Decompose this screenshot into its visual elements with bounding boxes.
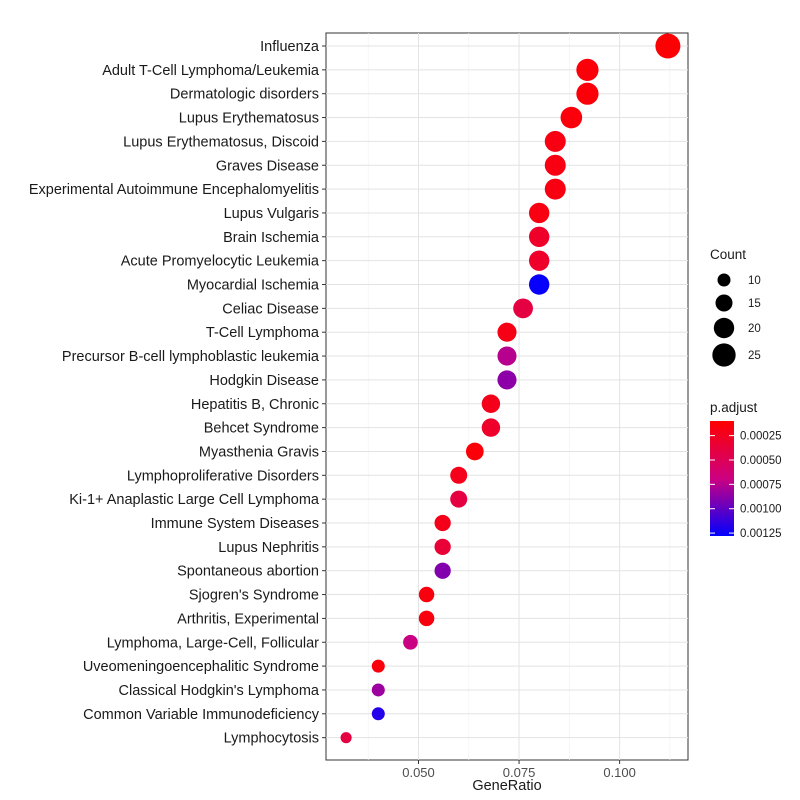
category-label: Lymphocytosis: [224, 731, 319, 747]
data-point: [513, 298, 533, 319]
category-label: Graves Disease: [216, 158, 319, 174]
category-label: Hodgkin Disease: [209, 373, 319, 389]
count-legend-key: [713, 317, 735, 339]
category-label: Myocardial Ischemia: [187, 278, 320, 294]
x-tick-label: 0.050: [402, 765, 435, 780]
data-point: [497, 346, 517, 366]
p-adjust-tick-label: 0.00050: [740, 455, 782, 467]
data-point: [576, 58, 599, 81]
p-adjust-legend-title: p.adjust: [710, 400, 758, 415]
p-adjust-colorbar: [710, 421, 734, 536]
x-tick-label: 0.075: [503, 765, 536, 780]
count-legend-title: Count: [710, 247, 746, 262]
data-point: [450, 466, 468, 484]
category-label: Spontaneous abortion: [177, 564, 319, 580]
p-adjust-tick-label: 0.00075: [740, 479, 782, 491]
count-legend: Count 10 15 20 25: [710, 247, 761, 367]
data-point: [655, 33, 681, 59]
category-label: Precursor B-cell lymphoblastic leukemia: [62, 349, 320, 365]
category-label: Adult T-Cell Lymphoma/Leukemia: [102, 63, 320, 79]
data-point: [544, 154, 566, 176]
data-point: [528, 202, 550, 224]
count-legend-label: 10: [748, 275, 761, 287]
data-point: [560, 106, 583, 129]
data-point: [481, 394, 501, 413]
data-point: [434, 562, 451, 579]
count-legend-key: [715, 294, 733, 312]
data-point: [450, 490, 468, 508]
category-label: Acute Promyelocytic Leukemia: [121, 254, 320, 270]
data-point: [403, 634, 418, 650]
category-label: Hepatitis B, Chronic: [191, 397, 319, 413]
data-point: [576, 82, 599, 105]
p-adjust-legend: p.adjust 0.00025 0.00050 0.00075 0.00100 0.0…: [710, 400, 782, 540]
p-adjust-tick-label: 0.00100: [740, 504, 782, 516]
data-point: [434, 514, 451, 532]
x-axis-title: GeneRatio: [472, 778, 541, 794]
category-label: Sjogren's Syndrome: [189, 588, 319, 604]
data-point: [418, 586, 435, 603]
data-point: [544, 178, 566, 200]
category-label: Behcet Syndrome: [204, 421, 319, 437]
data-point: [544, 130, 566, 152]
category-label: Ki-1+ Anaplastic Large Cell Lymphoma: [69, 492, 320, 508]
count-legend-label: 25: [748, 350, 761, 362]
p-adjust-tick-label: 0.00025: [740, 431, 782, 443]
plot-panel: [325, 32, 689, 761]
data-point: [434, 538, 451, 555]
data-point: [528, 274, 550, 295]
x-axis-ticks: 0.050 0.075 0.100: [402, 760, 636, 780]
category-label: Lupus Nephritis: [218, 540, 319, 556]
category-label: Lymphoma, Large-Cell, Follicular: [107, 635, 319, 651]
count-legend-key: [717, 273, 731, 287]
category-label: Influenza: [260, 39, 320, 55]
category-label: Immune System Diseases: [151, 516, 319, 532]
category-labels: Influenza Adult T-Cell Lymphoma/Leukemia D…: [29, 39, 326, 747]
category-label: Common Variable Immunodeficiency: [83, 707, 320, 723]
data-points: [340, 33, 681, 744]
grid-lines: [326, 33, 688, 760]
x-tick-label: 0.100: [603, 765, 636, 780]
data-point: [528, 226, 550, 247]
category-label: Brain Ischemia: [223, 230, 320, 246]
category-label: Arthritis, Experimental: [177, 611, 319, 627]
category-label: Lymphoproliferative Disorders: [127, 468, 319, 484]
data-point: [371, 707, 385, 721]
category-label: Dermatologic disorders: [170, 87, 319, 103]
category-label: Experimental Autoimmune Encephalomyeliti…: [29, 182, 319, 198]
count-legend-label: 20: [748, 323, 761, 335]
data-point: [497, 370, 517, 390]
category-label: T-Cell Lymphoma: [206, 325, 320, 341]
p-adjust-tick-label: 0.00125: [740, 528, 782, 540]
data-point: [528, 250, 550, 271]
category-label: Lupus Erythematosus: [179, 111, 319, 127]
count-legend-key: [712, 343, 736, 367]
data-point: [481, 418, 501, 437]
data-point: [497, 322, 517, 342]
category-label: Lupus Erythematosus, Discoid: [123, 134, 319, 150]
category-label: Myasthenia Gravis: [199, 444, 319, 460]
category-label: Celiac Disease: [222, 301, 319, 317]
category-label: Classical Hodgkin's Lymphoma: [119, 683, 320, 699]
data-point: [371, 683, 385, 697]
data-point: [371, 659, 385, 673]
data-point: [418, 610, 435, 627]
count-legend-label: 15: [748, 298, 761, 310]
category-label: Lupus Vulgaris: [224, 206, 319, 222]
data-point: [465, 442, 484, 461]
data-point: [340, 732, 352, 744]
category-label: Uveomeningoencephalitic Syndrome: [83, 659, 319, 675]
